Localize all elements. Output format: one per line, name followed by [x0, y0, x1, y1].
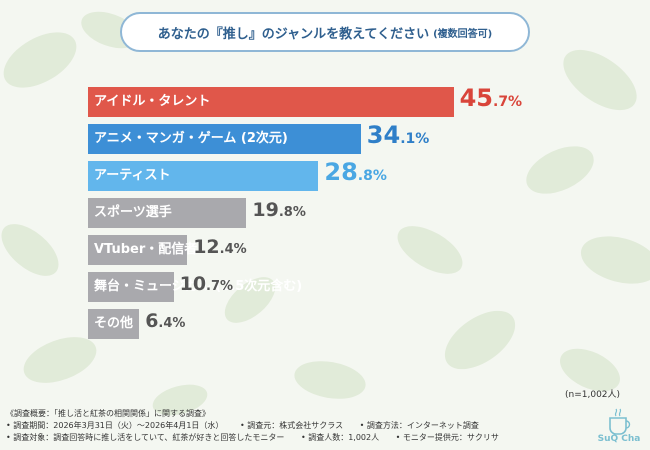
- footer-target: • 調査対象：調査回答時に推し活をしていて、紅茶が好きと回答したモニター: [6, 433, 285, 442]
- value-label: 6.4%: [145, 310, 185, 332]
- bar-label: アーティスト: [94, 168, 171, 183]
- bar-label: VTuber・配信者: [94, 242, 198, 257]
- bar-label: 舞台・ミュージカル (2.5次元含む): [94, 279, 303, 294]
- bar-label: その他: [94, 316, 134, 331]
- bar: その他: [88, 309, 140, 339]
- title-main: あなたの『推し』のジャンルを教えてください: [157, 26, 430, 42]
- value-decimal: .8%: [278, 205, 306, 220]
- bar-label: アニメ・マンガ・ゲーム (2次元): [94, 131, 288, 146]
- value-label: 10.7%: [180, 273, 233, 295]
- footer-line-3: • 調査対象：調査回答時に推し活をしていて、紅茶が好きと回答したモニター • 調…: [6, 432, 513, 444]
- bar-label: アイドル・タレント: [94, 94, 211, 109]
- footer-method: • 調査方法：インターネット調査: [359, 421, 479, 430]
- footer-line-1: 《調査概要：「推し活と紅茶の相関関係」に関する調査》: [6, 409, 210, 418]
- bar: 舞台・ミュージカル (2.5次元含む): [88, 272, 302, 302]
- value-integer: 28: [324, 158, 358, 186]
- value-integer: 10: [179, 273, 207, 295]
- value-integer: 6: [145, 310, 159, 332]
- bar-label: スポーツ選手: [94, 205, 172, 220]
- bar: アニメ・マンガ・ゲーム (2次元): [88, 124, 361, 154]
- footer-source: • 調査元：株式会社サクラス: [239, 421, 344, 430]
- brand-logo: SuQ Cha: [596, 408, 642, 446]
- value-label: 28.8%: [324, 158, 387, 186]
- value-decimal: .8%: [357, 168, 387, 184]
- bar: スポーツ選手: [88, 198, 247, 228]
- logo-text: SuQ Cha: [597, 434, 641, 444]
- value-decimal: .4%: [158, 316, 186, 331]
- footer-count: • 調査人数：1,002人: [300, 433, 380, 442]
- value-integer: 45: [459, 84, 493, 112]
- value-decimal: .7%: [493, 94, 523, 110]
- bar: VTuber・配信者: [88, 235, 197, 265]
- teacup-icon: [609, 408, 631, 435]
- value-decimal: .1%: [400, 131, 430, 147]
- value-label: 34.1%: [367, 121, 430, 149]
- survey-footer: 《調査概要：「推し活と紅茶の相関関係」に関する調査》 • 調査期間：2026年3…: [6, 408, 513, 444]
- value-label: 12.4%: [193, 236, 246, 258]
- footer-line-2: • 調査期間：2026年3月31日（火）〜2026年4月1日（水） • 調査元：…: [6, 420, 513, 432]
- value-decimal: .4%: [219, 242, 247, 257]
- bar: アーティスト: [88, 161, 319, 191]
- sample-size-note: (n=1,002人): [565, 390, 621, 400]
- value-integer: 19: [252, 199, 279, 221]
- value-label: 19.8%: [252, 199, 305, 221]
- value-integer: 12: [193, 236, 220, 258]
- title-note: (複数回答可): [433, 28, 493, 40]
- bar: アイドル・タレント: [88, 87, 454, 117]
- value-integer: 34: [366, 121, 401, 149]
- value-label: 45.7%: [460, 84, 523, 112]
- value-decimal: .7%: [206, 279, 234, 294]
- footer-provider: • モニター提供元：サクリサ: [395, 433, 499, 442]
- footer-period: • 調査期間：2026年3月31日（火）〜2026年4月1日（水）: [6, 421, 224, 430]
- chart-title: あなたの『推し』のジャンルを教えてください (複数回答可): [120, 12, 530, 52]
